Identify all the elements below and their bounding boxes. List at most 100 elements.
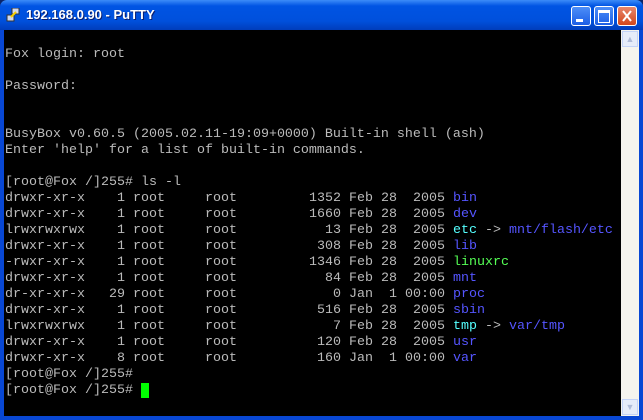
listing-row: lrwxrwxrwx 1 root root 7 Feb 28 2005 tmp… (5, 319, 565, 335)
permissions: drwxr-xr-x (5, 335, 85, 350)
modified-date: Feb 28 2005 (348, 319, 445, 334)
file-size: 1660 (236, 207, 349, 222)
spacer (165, 271, 205, 286)
permissions: lrwxrwxrwx (5, 319, 85, 334)
file-size: 308 (236, 239, 349, 254)
owner: root (132, 207, 165, 222)
file-name: dev (452, 207, 477, 222)
symlink-target: var/tmp (508, 319, 565, 334)
spacer (165, 223, 205, 238)
link-count: 8 (84, 351, 133, 366)
file-name: linuxrc (452, 255, 509, 270)
maximize-button[interactable] (594, 6, 614, 26)
group: root (204, 207, 237, 222)
owner: root (132, 191, 165, 206)
file-size: 1346 (236, 255, 349, 270)
file-size: 13 (236, 223, 349, 238)
spacer (445, 303, 453, 318)
prompt: [root@Fox /]255# (5, 367, 133, 382)
modified-date: Jan 1 00:00 (348, 351, 445, 366)
link-count: 1 (84, 335, 133, 350)
cursor (140, 383, 149, 398)
permissions: -rwxr-xr-x (5, 255, 85, 270)
spacer (445, 207, 453, 222)
owner: root (132, 335, 165, 350)
spacer (445, 223, 453, 238)
spacer (165, 351, 205, 366)
link-count: 1 (84, 303, 133, 318)
listing-row: lrwxrwxrwx 1 root root 13 Feb 28 2005 et… (5, 223, 613, 239)
terminal-line: Fox login: root (5, 47, 125, 62)
file-name: mnt (452, 271, 477, 286)
file-name: sbin (452, 303, 485, 318)
link-count: 1 (84, 239, 133, 254)
scroll-up-icon[interactable]: ▲ (622, 31, 638, 47)
modified-date: Feb 28 2005 (348, 255, 445, 270)
file-name: proc (452, 287, 485, 302)
file-size: 7 (236, 319, 349, 334)
prompt-line: [root@Fox /]255# (5, 367, 133, 383)
owner: root (132, 303, 165, 318)
minimize-button[interactable] (571, 6, 591, 26)
listing-row: dr-xr-xr-x 29 root root 0 Jan 1 00:00 pr… (5, 287, 485, 303)
scrollbar[interactable]: ▲ ▼ (621, 30, 639, 416)
owner: root (132, 239, 165, 254)
permissions: dr-xr-xr-x (5, 287, 85, 302)
group: root (204, 255, 237, 270)
file-name: var (452, 351, 477, 366)
group: root (204, 191, 237, 206)
file-name: bin (452, 191, 477, 206)
symlink-target: mnt/flash/etc (508, 223, 613, 238)
file-name: usr (452, 335, 477, 350)
permissions: drwxr-xr-x (5, 351, 85, 366)
spacer (165, 335, 205, 350)
modified-date: Feb 28 2005 (348, 207, 445, 222)
terminal-line: BusyBox v0.60.5 (2005.02.11-19:09+0000) … (5, 127, 485, 142)
spacer (165, 191, 205, 206)
group: root (204, 287, 237, 302)
permissions: lrwxrwxrwx (5, 223, 85, 238)
group: root (204, 239, 237, 254)
owner: root (132, 287, 165, 302)
spacer (165, 239, 205, 254)
title-bar[interactable]: 192.168.0.90 - PuTTY (0, 0, 643, 30)
scroll-down-icon[interactable]: ▼ (622, 399, 638, 415)
permissions: drwxr-xr-x (5, 303, 85, 318)
owner: root (132, 223, 165, 238)
modified-date: Jan 1 00:00 (348, 287, 445, 302)
file-size: 84 (236, 271, 349, 286)
spacer (165, 255, 205, 270)
spacer (445, 271, 453, 286)
link-count: 1 (84, 271, 133, 286)
owner: root (132, 255, 165, 270)
file-size: 160 (236, 351, 349, 366)
maximize-icon (598, 10, 610, 23)
listing-row: drwxr-xr-x 1 root root 1352 Feb 28 2005 … (5, 191, 477, 207)
listing-row: drwxr-xr-x 1 root root 516 Feb 28 2005 s… (5, 303, 485, 319)
close-button[interactable] (617, 6, 637, 26)
group: root (204, 335, 237, 350)
spacer (445, 335, 453, 350)
spacer (165, 207, 205, 222)
symlink-arrow: -> (476, 223, 509, 238)
putty-icon (6, 8, 20, 22)
permissions: drwxr-xr-x (5, 191, 85, 206)
spacer (445, 255, 453, 270)
spacer (445, 319, 453, 334)
listing-row: drwxr-xr-x 1 root root 120 Feb 28 2005 u… (5, 335, 477, 351)
permissions: drwxr-xr-x (5, 207, 85, 222)
link-count: 29 (84, 287, 133, 302)
spacer (445, 351, 453, 366)
file-size: 0 (236, 287, 349, 302)
link-count: 1 (84, 223, 133, 238)
modified-date: Feb 28 2005 (348, 303, 445, 318)
terminal[interactable]: Fox login: root Password: BusyBox v0.60.5 … (4, 30, 621, 416)
file-size: 120 (236, 335, 349, 350)
modified-date: Feb 28 2005 (348, 271, 445, 286)
symlink-arrow: -> (476, 319, 509, 334)
terminal-line: [root@Fox /]255# ls -l (5, 175, 181, 190)
owner: root (132, 351, 165, 366)
listing-row: drwxr-xr-x 1 root root 84 Feb 28 2005 mn… (5, 271, 477, 287)
prompt: [root@Fox /]255# (5, 383, 141, 398)
minimize-icon (576, 19, 583, 22)
